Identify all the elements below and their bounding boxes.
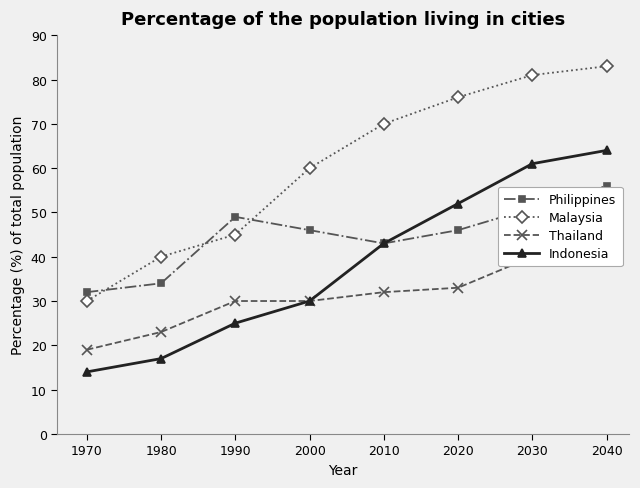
Line: Philippines: Philippines (83, 183, 610, 296)
Philippines (380, 241, 388, 247)
Thailand (306, 299, 314, 305)
Thailand (380, 290, 388, 296)
Malaysia (380, 122, 388, 127)
Line: Indonesia: Indonesia (83, 147, 611, 376)
Malaysia (603, 64, 611, 70)
Philippines (306, 228, 314, 234)
Indonesia (603, 148, 611, 154)
Indonesia (380, 241, 388, 247)
Philippines (603, 183, 611, 189)
Line: Malaysia: Malaysia (83, 63, 611, 305)
Line: Thailand: Thailand (82, 208, 611, 355)
Legend: Philippines, Malaysia, Thailand, Indonesia: Philippines, Malaysia, Thailand, Indones… (498, 187, 623, 267)
Malaysia (157, 254, 165, 260)
Malaysia (529, 73, 536, 79)
Philippines (157, 281, 165, 286)
Philippines (232, 215, 239, 221)
Philippines (83, 290, 91, 296)
Thailand (157, 329, 165, 335)
Y-axis label: Percentage (%) of total population: Percentage (%) of total population (11, 116, 25, 354)
Malaysia (232, 232, 239, 238)
Malaysia (306, 166, 314, 172)
Malaysia (454, 95, 462, 101)
Thailand (83, 347, 91, 353)
Indonesia (232, 321, 239, 326)
Thailand (529, 254, 536, 260)
Indonesia (454, 201, 462, 207)
Philippines (529, 205, 536, 211)
Malaysia (83, 299, 91, 305)
Indonesia (83, 369, 91, 375)
Thailand (232, 299, 239, 305)
Thailand (454, 285, 462, 291)
Title: Percentage of the population living in cities: Percentage of the population living in c… (121, 11, 565, 29)
Indonesia (529, 162, 536, 167)
Philippines (454, 228, 462, 234)
X-axis label: Year: Year (328, 463, 358, 477)
Indonesia (306, 299, 314, 305)
Thailand (603, 210, 611, 216)
Indonesia (157, 356, 165, 362)
